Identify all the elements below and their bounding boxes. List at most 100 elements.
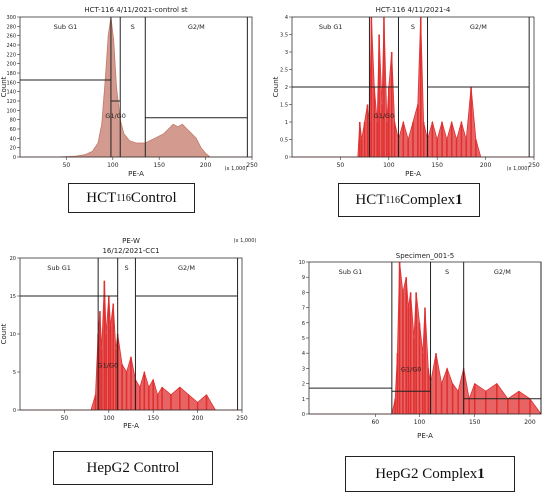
- y-tick-label: 4: [302, 351, 305, 357]
- x-tick-label: 150: [469, 419, 481, 426]
- y-tick-label: 1: [302, 397, 305, 403]
- x-tick-label: 100: [107, 162, 119, 169]
- x-tick-label: 100: [383, 162, 395, 169]
- y-tick-label: 10: [299, 260, 305, 266]
- chart-hct116-complex1: HCT-116 4/11/2021-4 Sub G1 G1/G0 S G2/M 0 0.5 1…: [272, 6, 540, 178]
- chart-hepg2-complex1: Specimen_001-5 Sub G1 G1/G0 S G2/M 0 1 2 3 4 5 6 7 8 9…: [299, 252, 542, 440]
- x-tick-label: 250: [528, 162, 540, 169]
- x-tick-label: 60: [371, 419, 379, 426]
- gate-label: G1/G0: [401, 365, 422, 373]
- y-tick-label: 0.5: [280, 138, 288, 144]
- y-tick-label: 10: [10, 332, 16, 338]
- gate-label: S: [445, 268, 449, 276]
- y-tick-label: 2: [302, 382, 305, 388]
- y-tick-label: 60: [10, 127, 16, 133]
- y-tick-label: 0: [13, 408, 16, 414]
- gate-label: G2/M: [178, 264, 195, 272]
- x-tick-label: 200: [524, 419, 536, 426]
- x-tick-label: 200: [200, 162, 212, 169]
- gate-label: G2/M: [188, 23, 205, 31]
- x-tick-label: 250: [246, 162, 258, 169]
- histogram-hepg2-control: 16/12/2021-CC1 PE-W Sub G1 G1/G0 S G2/M 0 5 10 15…: [0, 232, 260, 432]
- y-tick-label: 140: [6, 90, 16, 96]
- x-tick-label: 250: [236, 415, 248, 422]
- x-tick-label: 100: [414, 419, 426, 426]
- caption-hct116-control: HCT 116 Control: [68, 183, 195, 213]
- histogram-hepg2-complex1: Specimen_001-5 Sub G1 G1/G0 S G2/M 0 1 2 3 4 5 6 7 8 9…: [283, 248, 545, 443]
- chart-title: HCT-116 4/11/2021-4: [376, 6, 451, 14]
- chart-extra-label: PE-W: [122, 237, 140, 245]
- x-unit-label: (x 1,000): [507, 166, 530, 172]
- y-tick-label: 3.5: [280, 33, 288, 39]
- y-tick-label: 20: [10, 256, 16, 262]
- plot-frame: [19, 16, 253, 158]
- chart-title: HCT-116 4/11/2021-control st: [84, 6, 187, 14]
- gate-label: S: [124, 264, 128, 272]
- x-tick-label: 100: [103, 415, 115, 422]
- gate-label: G1/G0: [374, 112, 395, 120]
- chart-title: 16/12/2021-CC1: [102, 247, 159, 255]
- histogram-hct116-complex1: HCT-116 4/11/2021-4 Sub G1 G1/G0 S G2/M 0 0.5 1…: [268, 0, 540, 180]
- y-tick-label: 7: [302, 306, 305, 312]
- y-tick-label: 3: [302, 366, 305, 372]
- gate-label: G1/G0: [98, 361, 119, 369]
- y-tick-label: 20: [10, 146, 16, 152]
- gate-label: Sub G1: [339, 268, 363, 276]
- y-tick-label: 0: [13, 155, 16, 161]
- caption-hct116-complex1: HCT 116 Complex 1: [338, 183, 480, 217]
- y-tick-label: 5: [13, 370, 16, 376]
- gate-label: G1/G0: [105, 112, 126, 120]
- gate-label: G2/M: [470, 23, 487, 31]
- caption-hepg2-complex1: HepG2 Complex 1: [345, 456, 515, 492]
- chart-hct116-control: HCT-116 4/11/2021-control st Sub G1 G1/G0 S…: [0, 6, 258, 178]
- y-tick-label: 0: [285, 155, 288, 161]
- y-tick-label: 5: [302, 336, 305, 342]
- y-tick-label: 80: [10, 118, 16, 124]
- x-axis-label: PE-A: [405, 170, 421, 178]
- y-tick-label: 2.5: [280, 68, 288, 74]
- y-tick-label: 9: [302, 275, 305, 281]
- x-tick-label: 150: [431, 162, 443, 169]
- x-unit-label: (x 1,000): [225, 166, 248, 172]
- y-tick-label: 6: [302, 321, 305, 327]
- y-tick-label: 1.5: [280, 103, 288, 109]
- x-axis-label: PE-A: [128, 170, 144, 178]
- y-tick-label: 200: [6, 62, 16, 68]
- gate-label: Sub G1: [54, 23, 78, 31]
- x-tick-label: 50: [337, 162, 345, 169]
- y-tick-label: 260: [6, 34, 16, 40]
- y-tick-label: 15: [10, 294, 16, 300]
- y-axis-label: Count: [0, 323, 8, 344]
- histogram-area: [20, 16, 252, 158]
- y-tick-label: 180: [6, 71, 16, 77]
- y-tick-label: 240: [6, 43, 16, 49]
- y-tick-label: 1: [285, 120, 288, 126]
- y-tick-label: 0: [302, 412, 305, 418]
- x-tick-label: 200: [192, 415, 204, 422]
- x-tick-label: 200: [480, 162, 492, 169]
- y-tick-label: 2: [285, 85, 288, 91]
- histogram-hct116-control: HCT-116 4/11/2021-control st Sub G1 G1/G0 S…: [0, 0, 258, 180]
- caption-hepg2-control: HepG2 Control: [53, 451, 213, 485]
- x-axis-label: PE-A: [417, 432, 433, 440]
- gate-label: S: [131, 23, 135, 31]
- chart-hepg2-control: 16/12/2021-CC1 PE-W Sub G1 G1/G0 S G2/M 0 5 10 15…: [0, 237, 256, 430]
- y-tick-label: 8: [302, 290, 305, 296]
- gate-label: Sub G1: [47, 264, 71, 272]
- y-tick-label: 100: [6, 108, 16, 114]
- chart-title: Specimen_001-5: [396, 252, 454, 260]
- x-tick-label: 150: [147, 415, 159, 422]
- y-tick-label: 120: [6, 99, 16, 105]
- x-tick-label: 50: [61, 415, 69, 422]
- x-tick-label: 150: [153, 162, 165, 169]
- y-axis-label: Count: [0, 76, 8, 97]
- y-tick-label: 3: [285, 50, 288, 56]
- gate-label: Sub G1: [319, 23, 343, 31]
- y-tick-label: 40: [10, 136, 16, 142]
- gate-label: G2/M: [494, 268, 511, 276]
- y-tick-label: 160: [6, 80, 16, 86]
- y-tick-label: 280: [6, 24, 16, 30]
- y-axis-label: Count: [272, 76, 280, 97]
- y-tick-label: 300: [6, 15, 16, 21]
- x-tick-label: 50: [63, 162, 71, 169]
